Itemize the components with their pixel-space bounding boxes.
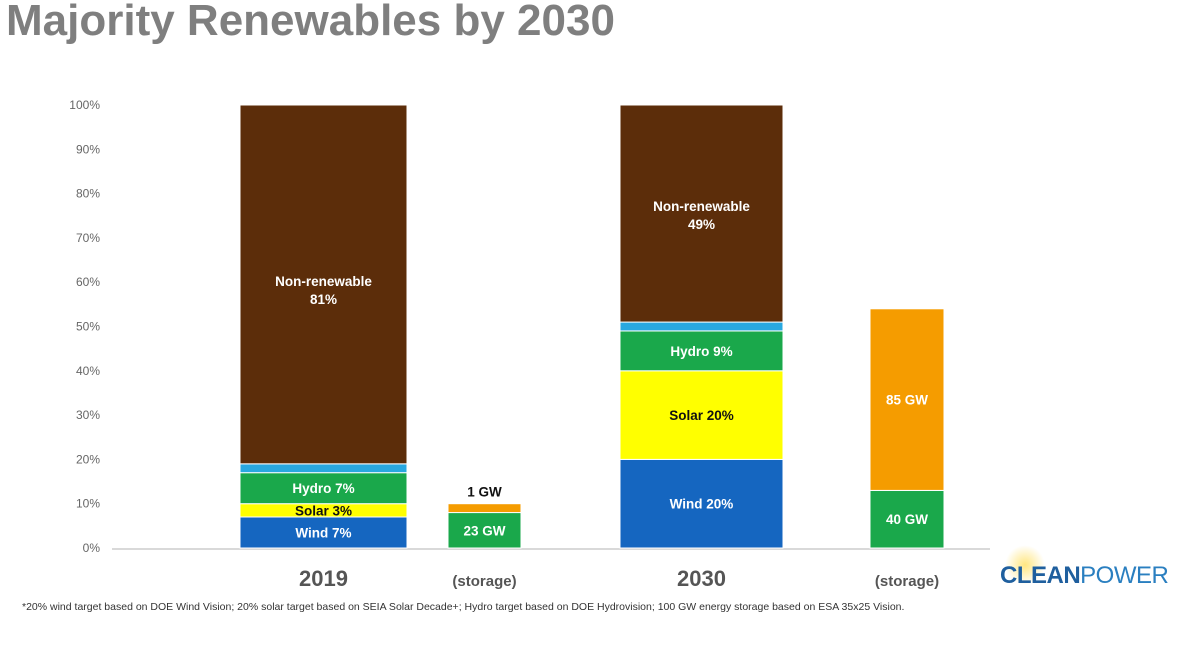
logo-text: POWER: [1080, 562, 1169, 589]
data-label: 1 GW: [467, 485, 502, 500]
chart-title: Majority Renewables by 2030: [6, 0, 615, 45]
bar-segment: [619, 321, 784, 332]
y-tick-label: 50%: [76, 320, 100, 334]
bar-segment: [869, 489, 945, 549]
y-tick-label: 20%: [76, 452, 100, 466]
logo-text: CLEAN: [1000, 562, 1081, 589]
x-category-label: 2019: [299, 566, 348, 591]
y-tick-label: 30%: [76, 408, 100, 422]
bar-segment: [239, 472, 408, 505]
data-label: 49%: [688, 217, 715, 232]
bar-segment: [447, 503, 522, 514]
data-label: Solar 20%: [669, 408, 734, 423]
x-category-label: (storage): [452, 573, 516, 590]
data-label: 85 GW: [886, 393, 928, 408]
y-tick-label: 70%: [76, 231, 100, 245]
data-label: Solar 3%: [295, 503, 352, 518]
y-tick-label: 40%: [76, 364, 100, 378]
x-category-label: (storage): [875, 573, 939, 590]
data-label: 23 GW: [463, 523, 505, 538]
data-label: 40 GW: [886, 512, 928, 527]
bar-segment: [239, 463, 408, 474]
data-label: Wind 7%: [295, 525, 351, 540]
data-label: 81%: [310, 292, 337, 307]
data-label: Non-renewable: [275, 274, 372, 289]
y-tick-label: 100%: [69, 98, 100, 112]
cleanpower-logo: CLEANPOWER: [1000, 562, 1169, 590]
data-label: Hydro 9%: [670, 344, 732, 359]
y-tick-label: 90%: [76, 142, 100, 156]
bar-segment: [619, 330, 784, 372]
bar-segment: [619, 370, 784, 460]
bar-segment: [869, 308, 945, 491]
data-label: Wind 20%: [670, 497, 734, 512]
bar-segment: [447, 512, 522, 549]
y-tick-label: 80%: [76, 187, 100, 201]
bar-segment: [619, 458, 784, 549]
bar-segment: [619, 104, 784, 323]
y-tick-label: 60%: [76, 275, 100, 289]
data-label: Hydro 7%: [292, 481, 354, 496]
data-label: Non-renewable: [653, 199, 750, 214]
y-tick-label: 0%: [83, 541, 101, 555]
stacked-bar-chart: 0% 10% 20% 30% 40% 50% 60% 70% 80% 90% 100% Wind 7%…: [69, 98, 990, 591]
logo-sun-icon: [1005, 545, 1045, 585]
footnote: *20% wind target based on DOE Wind Visio…: [22, 601, 905, 613]
x-category-label: 2030: [677, 566, 726, 591]
bar-segment: [239, 516, 408, 549]
bar-segment: [239, 104, 408, 465]
y-tick-label: 10%: [76, 497, 100, 511]
